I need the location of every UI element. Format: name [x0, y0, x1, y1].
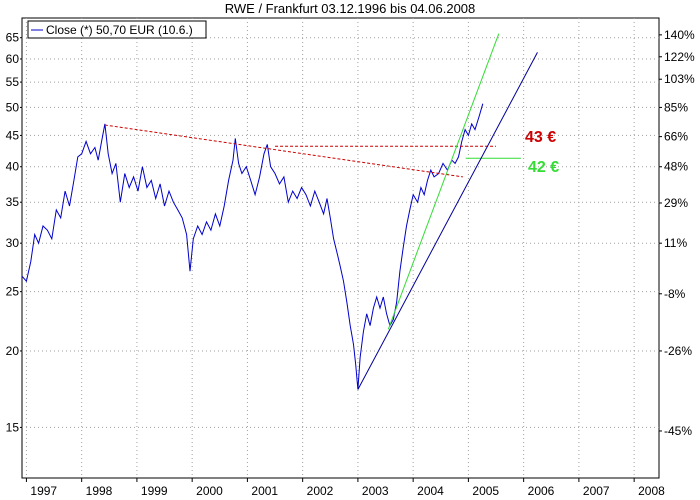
y-tick-label-left: 40	[6, 160, 20, 174]
y-tick-label-left: 50	[6, 100, 20, 114]
trendline-resistance	[104, 124, 463, 178]
y-tick-label-left: 30	[6, 236, 20, 250]
plot-area	[21, 17, 660, 479]
y-tick-label-right: 48%	[664, 160, 688, 174]
y-tick-label-left: 15	[6, 420, 20, 434]
y-tick-label-left: 20	[6, 344, 20, 358]
y-tick-label-left: 25	[6, 285, 20, 299]
legend-label: Close (*) 50,70 EUR (10.6.)	[46, 23, 193, 37]
x-tick-label: 2008	[638, 484, 665, 498]
y-tick-label-right: 11%	[664, 236, 687, 250]
y-tick-label-right: 122%	[664, 50, 695, 64]
y-tick-label-right: 85%	[664, 100, 688, 114]
x-tick-label: 1999	[141, 484, 168, 498]
y-tick-label-right: -8%	[664, 287, 686, 301]
trendline-uptrend-green	[387, 33, 500, 330]
x-tick-label: 2001	[251, 484, 278, 498]
y-tick-label-left: 55	[6, 75, 20, 89]
annotation-label: 43 €	[525, 129, 556, 146]
x-tick-label: 2002	[307, 484, 334, 498]
legend-box	[27, 20, 207, 39]
x-tick-label: 2007	[583, 484, 610, 498]
y-tick-label-right: 66%	[664, 130, 688, 144]
price-series-line	[21, 103, 484, 390]
y-tick-label-left: 65	[6, 31, 20, 45]
x-tick-label: 2005	[472, 484, 499, 498]
x-tick-label: 2003	[362, 484, 389, 498]
y-tick-label-right: -45%	[664, 424, 692, 438]
trendline-uptrend-blue	[357, 52, 538, 390]
y-tick-label-right: 29%	[664, 196, 688, 210]
y-tick-label-right: 140%	[664, 28, 695, 42]
x-tick-label: 2000	[196, 484, 223, 498]
y-tick-label-left: 35	[6, 195, 20, 209]
x-tick-label: 1997	[30, 484, 57, 498]
chart-title: RWE / Frankfurt 03.12.1996 bis 04.06.200…	[225, 1, 476, 16]
legend: Close (*) 50,70 EUR (10.6.)	[27, 20, 207, 39]
x-tick-label: 2004	[417, 484, 444, 498]
y-tick-label-right: 103%	[664, 72, 695, 86]
x-tick-label: 2006	[528, 484, 555, 498]
y-tick-label-left: 45	[6, 128, 20, 142]
plot-layer: 15 20 25 30 35 40 45 50 55 60 65 -45% -26% -8% 11% 29% 4…	[6, 17, 695, 498]
y-tick-label-right: -26%	[664, 344, 692, 358]
y-tick-label-left: 60	[6, 52, 20, 66]
annotation-label: 42 €	[528, 159, 559, 176]
x-tick-label: 1998	[86, 484, 113, 498]
